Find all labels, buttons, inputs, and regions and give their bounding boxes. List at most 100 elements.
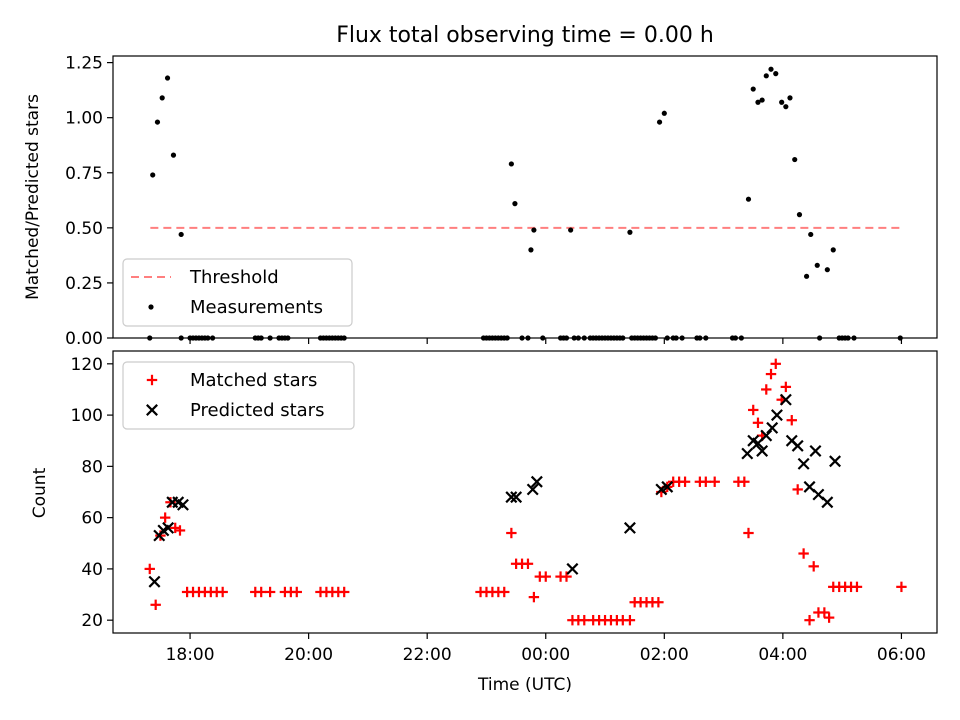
- legend-matched-swatch: [146, 374, 158, 386]
- measurement-point: [170, 152, 177, 158]
- matched-point: [506, 527, 517, 539]
- predicted-point: [809, 445, 822, 457]
- predicted-point: [162, 521, 175, 534]
- matched-point: [679, 476, 691, 487]
- predicted-point: [510, 491, 523, 504]
- measurement-point: [178, 231, 184, 238]
- ratio-y-axis-label: Matched/Predicted stars: [23, 94, 43, 300]
- measurement-point: [830, 247, 836, 253]
- predicted-point: [779, 393, 792, 406]
- measurement-point: [768, 66, 774, 72]
- measurement-point: [159, 95, 165, 101]
- count-x-ticks: 18:00 20:00 22:00 00:00 02:00 04:00 06:00: [166, 633, 926, 665]
- measurement-point: [528, 247, 534, 253]
- matched-point: [765, 368, 777, 380]
- matched-point: [165, 497, 176, 508]
- x-tick-label: 22:00: [403, 645, 452, 665]
- measurement-point: [787, 95, 793, 101]
- predicted-point: [756, 445, 769, 457]
- legend-box: [122, 361, 355, 430]
- measurement-point: [750, 86, 756, 92]
- matched-point: [522, 558, 534, 569]
- matched-point: [896, 581, 907, 593]
- measurement-point: [164, 75, 171, 81]
- count-y-ticks: 20 40 60 80 100 120: [71, 355, 113, 631]
- predicted-point: [176, 498, 189, 511]
- predicted-point: [770, 409, 783, 422]
- legend-matched-label: Matched stars: [190, 370, 317, 391]
- matched-point: [761, 384, 772, 395]
- count-panel-frame: [112, 350, 938, 634]
- matched-point: [770, 358, 781, 370]
- x-tick-label: 18:00: [166, 645, 215, 665]
- predicted-point: [741, 447, 754, 460]
- matched-point: [217, 586, 228, 598]
- predicted-point: [760, 429, 773, 442]
- matched-point: [338, 586, 350, 598]
- x-tick-label: 20:00: [284, 645, 333, 665]
- matched-point: [709, 476, 720, 487]
- y-tick-label: 0.75: [65, 164, 103, 184]
- measurement-point: [763, 73, 769, 79]
- measurement-point: [783, 104, 789, 110]
- measurement-point: [773, 71, 779, 77]
- measurement-point: [568, 227, 574, 233]
- measurement-point: [808, 231, 814, 238]
- measurement-point: [792, 156, 798, 163]
- matched-point: [748, 404, 759, 416]
- matched-point: [798, 548, 809, 559]
- measurement-point: [508, 161, 514, 167]
- matched-point: [752, 417, 764, 428]
- measurement-point: [814, 262, 820, 268]
- y-tick-label: 1.25: [65, 54, 103, 74]
- count-y-axis-label: Count: [30, 467, 50, 518]
- y-tick-label: 0.25: [65, 274, 103, 294]
- legend-box: [122, 258, 353, 327]
- matched-point: [786, 415, 797, 426]
- matched-point: [624, 614, 636, 626]
- y-tick-label: 40: [81, 560, 103, 580]
- matched-point: [819, 607, 830, 618]
- measurement-point: [803, 273, 810, 279]
- measurement-point: [755, 99, 761, 105]
- measurement-point: [150, 172, 156, 178]
- legend-threshold-label: Threshold: [189, 267, 279, 288]
- matched-point: [780, 381, 792, 393]
- legend-measurement-label: Measurements: [190, 297, 323, 318]
- predicted-point: [655, 483, 668, 496]
- ratio-legend: Threshold Measurements: [122, 258, 353, 327]
- matched-point: [540, 571, 551, 582]
- y-tick-label: 0.00: [65, 329, 103, 349]
- matched-point: [561, 571, 572, 582]
- ratio-panel: 0.00 0.25 0.50 0.75 1.00 1.25 Matched/Predict…: [23, 54, 938, 349]
- measurement-point: [745, 196, 752, 202]
- y-tick-label: 60: [81, 509, 103, 529]
- predicted-point: [797, 457, 810, 470]
- matched-point: [792, 484, 803, 495]
- measurement-point: [531, 227, 537, 233]
- y-tick-label: 80: [81, 457, 103, 477]
- x-tick-label: 06:00: [877, 645, 926, 665]
- predicted-point: [766, 421, 779, 434]
- matched-point: [743, 527, 754, 539]
- predicted-point: [821, 496, 834, 509]
- measurement-point: [824, 267, 830, 273]
- count-legend: Matched stars Predicted stars: [122, 361, 355, 430]
- measurement-point: [512, 201, 518, 207]
- count-panel: 20 40 60 80 100 120 18:00 20:00 22:00 00:00 02:00…: [30, 350, 938, 695]
- matched-point: [264, 586, 276, 598]
- measurement-point: [154, 119, 161, 125]
- measurement-point: [656, 119, 663, 125]
- predicted-point: [791, 439, 804, 452]
- chart-title: Flux total observing time = 0.00 h: [336, 23, 714, 48]
- predicted-point: [530, 475, 543, 488]
- matched-point: [499, 586, 510, 598]
- matched-point: [808, 561, 819, 572]
- matched-point: [804, 614, 815, 626]
- predicted-point: [566, 562, 579, 575]
- matched-point: [851, 581, 863, 593]
- matched-point: [291, 586, 302, 598]
- legend-predicted-swatch: [146, 404, 158, 416]
- measurement-point: [627, 229, 633, 235]
- matched-point: [174, 525, 186, 536]
